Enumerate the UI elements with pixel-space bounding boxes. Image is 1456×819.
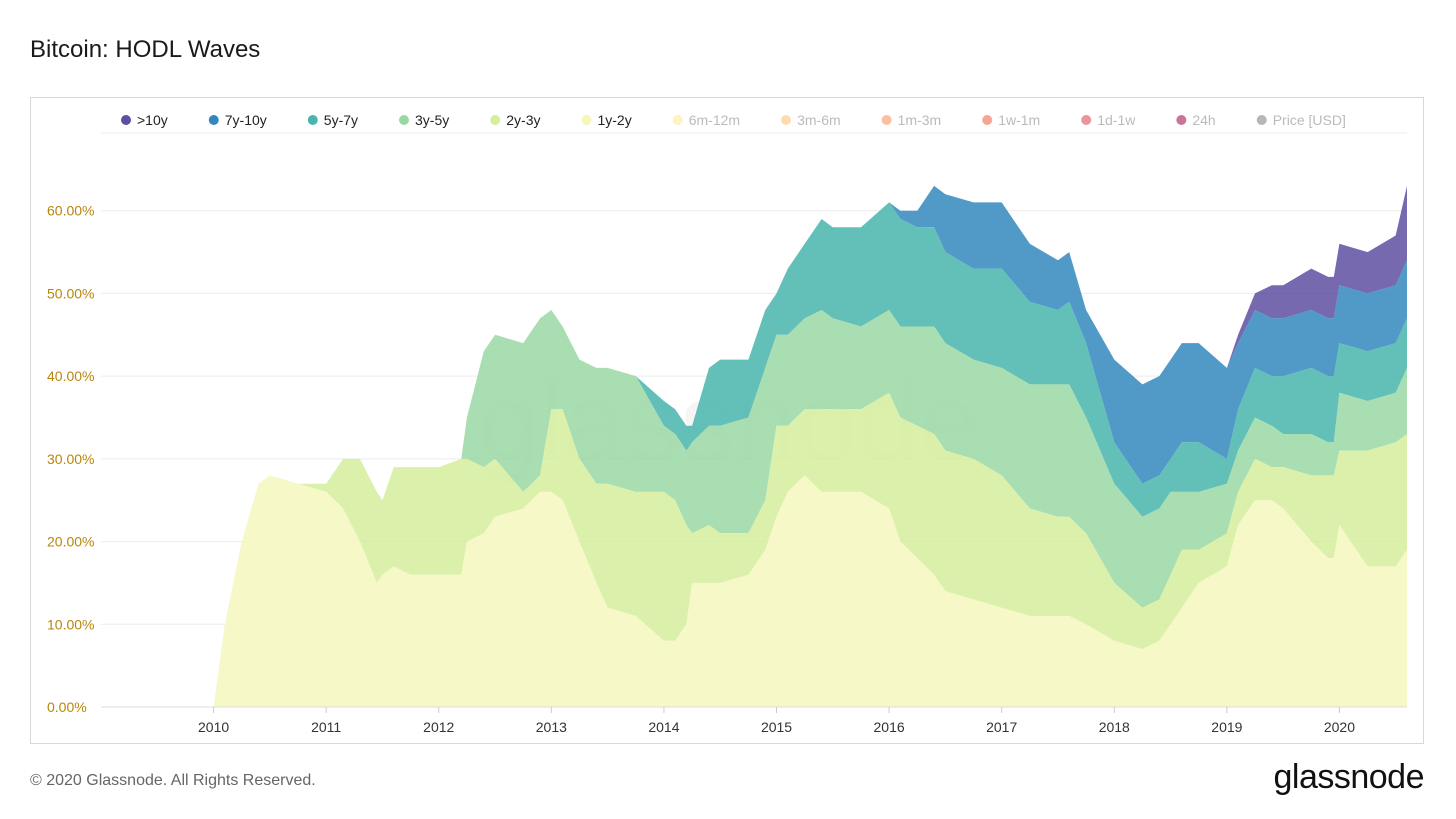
legend-label: 2y-3y	[506, 112, 540, 128]
legend: >10y 7y-10y 5y-7y 3y-5y 2y-3y 1y-2y 6m-12m 3m-6…	[121, 112, 1346, 128]
y-tick-label: 0.00%	[47, 699, 87, 715]
legend-swatch-icon	[982, 115, 993, 125]
legend-label: 1m-3m	[898, 112, 942, 128]
legend-label: 3m-6m	[797, 112, 841, 128]
y-tick-label: 50.00%	[47, 285, 94, 301]
legend-swatch-icon	[1176, 115, 1187, 125]
legend-item-2y-3y[interactable]: 2y-3y	[490, 112, 540, 128]
chart-panel: glassnode 0.00%10.00%20.00%30.00%40.00%5…	[30, 97, 1424, 744]
y-tick-label: 60.00%	[47, 203, 94, 219]
legend-item-3y-5y[interactable]: 3y-5y	[399, 112, 449, 128]
legend-item-1m-3m[interactable]: 1m-3m	[881, 112, 942, 128]
legend-item-price-usd[interactable]: Price [USD]	[1256, 112, 1346, 128]
legend-item-3m-6m[interactable]: 3m-6m	[781, 112, 841, 128]
legend-swatch-icon	[1081, 115, 1092, 125]
legend-item-7y-10y[interactable]: 7y-10y	[208, 112, 267, 128]
y-tick-label: 40.00%	[47, 368, 94, 384]
area-series-7y-10y	[202, 185, 1407, 707]
legend-label: 3y-5y	[415, 112, 449, 128]
legend-swatch-icon	[881, 115, 892, 125]
page-title: Bitcoin: HODL Waves	[30, 36, 261, 63]
legend-label: Price [USD]	[1273, 112, 1346, 128]
legend-label: 1w-1m	[998, 112, 1040, 128]
copyright-footer: © 2020 Glassnode. All Rights Reserved.	[30, 772, 316, 789]
x-tick-label: 2020	[1324, 719, 1355, 735]
x-tick-label: 2016	[874, 719, 905, 735]
legend-item-6m-12m[interactable]: 6m-12m	[672, 112, 740, 128]
legend-item-10y[interactable]: >10y	[121, 112, 168, 128]
x-tick-label: 2011	[311, 719, 341, 735]
area-series-5y-7y	[202, 202, 1407, 707]
legend-label: 5y-7y	[324, 112, 358, 128]
legend-label: 1y-2y	[597, 112, 631, 128]
area-series-1y-2y	[202, 475, 1407, 707]
legend-item-24h[interactable]: 24h	[1176, 112, 1216, 128]
x-tick-label: 2017	[986, 719, 1017, 735]
x-tick-label: 2015	[761, 719, 792, 735]
x-tick-label: 2018	[1099, 719, 1130, 735]
legend-swatch-icon	[399, 115, 410, 125]
legend-swatch-icon	[208, 115, 219, 125]
stacked-areas	[202, 185, 1407, 707]
legend-label: 1d-1w	[1097, 112, 1136, 128]
legend-label: 24h	[1192, 112, 1215, 128]
legend-swatch-icon	[307, 115, 318, 125]
hodl-waves-chart: glassnode 0.00%10.00%20.00%30.00%40.00%5…	[47, 112, 1407, 735]
legend-swatch-icon	[490, 115, 501, 125]
legend-label: >10y	[137, 112, 168, 128]
legend-item-5y-7y[interactable]: 5y-7y	[307, 112, 358, 128]
axes: 0.00% 10.00% 20.00% 30.00% 40.00% 50.00% 60.00…	[47, 203, 1407, 735]
legend-swatch-icon	[1256, 115, 1267, 125]
x-tick-label: 2012	[423, 719, 454, 735]
legend-label: 7y-10y	[225, 112, 267, 128]
x-tick-label: 2019	[1211, 719, 1242, 735]
x-tick-label: 2013	[536, 719, 567, 735]
legend-swatch-icon	[121, 115, 131, 125]
x-tick-label: 2014	[648, 719, 679, 735]
area-series-2y-3y	[202, 392, 1407, 707]
y-tick-label: 30.00%	[47, 451, 94, 467]
legend-item-1d-1w[interactable]: 1d-1w	[1081, 112, 1136, 128]
legend-item-1w-1m[interactable]: 1w-1m	[982, 112, 1040, 128]
legend-swatch-icon	[581, 115, 592, 125]
y-tick-label: 20.00%	[47, 534, 94, 550]
legend-swatch-icon	[672, 115, 683, 125]
area-series-3y-5y	[202, 310, 1407, 707]
brand-logo: glassnode	[1273, 758, 1424, 796]
legend-swatch-icon	[781, 115, 792, 125]
legend-label: 6m-12m	[689, 112, 740, 128]
y-tick-label: 10.00%	[47, 616, 94, 632]
legend-item-1y-2y[interactable]: 1y-2y	[581, 112, 632, 128]
x-tick-label: 2010	[198, 719, 229, 735]
